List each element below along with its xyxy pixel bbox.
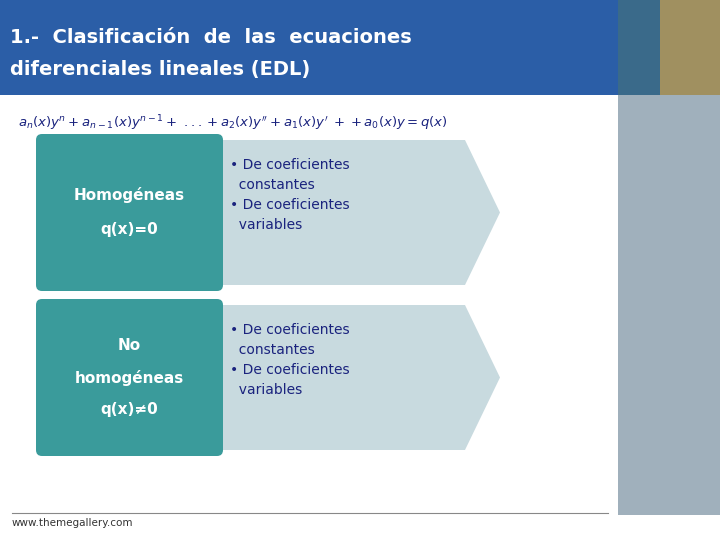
Text: • De coeficientes: • De coeficientes — [230, 198, 350, 212]
Text: • De coeficientes: • De coeficientes — [230, 323, 350, 337]
Text: homogéneas: homogéneas — [75, 369, 184, 386]
Text: www.themegallery.com: www.themegallery.com — [12, 518, 133, 528]
Text: 1.-  Clasificación  de  las  ecuaciones: 1.- Clasificación de las ecuaciones — [10, 28, 412, 47]
FancyBboxPatch shape — [0, 0, 618, 95]
Text: • De coeficientes: • De coeficientes — [230, 363, 350, 377]
FancyBboxPatch shape — [660, 0, 720, 95]
FancyBboxPatch shape — [618, 95, 720, 515]
Polygon shape — [215, 140, 500, 285]
Text: constantes: constantes — [230, 178, 315, 192]
Text: • De coeficientes: • De coeficientes — [230, 158, 350, 172]
FancyBboxPatch shape — [618, 0, 720, 50]
Text: q(x)=0: q(x)=0 — [101, 222, 158, 238]
Text: constantes: constantes — [230, 343, 315, 357]
Text: variables: variables — [230, 218, 302, 232]
FancyBboxPatch shape — [660, 0, 720, 95]
Text: variables: variables — [230, 383, 302, 397]
Text: q(x)≠0: q(x)≠0 — [101, 402, 158, 417]
FancyBboxPatch shape — [618, 0, 660, 95]
Text: Homogéneas: Homogéneas — [74, 187, 185, 203]
Polygon shape — [215, 305, 500, 450]
Text: diferenciales lineales (EDL): diferenciales lineales (EDL) — [10, 60, 310, 79]
FancyBboxPatch shape — [36, 134, 223, 291]
Text: $a_n(x)y^n + a_{n-1}(x)y^{n-1} +\ ...+ a_2(x)y^{\prime\prime} + a_1(x)y^{\prime}: $a_n(x)y^n + a_{n-1}(x)y^{n-1} +\ ...+ a… — [18, 113, 448, 133]
FancyBboxPatch shape — [36, 299, 223, 456]
Text: No: No — [118, 338, 141, 353]
